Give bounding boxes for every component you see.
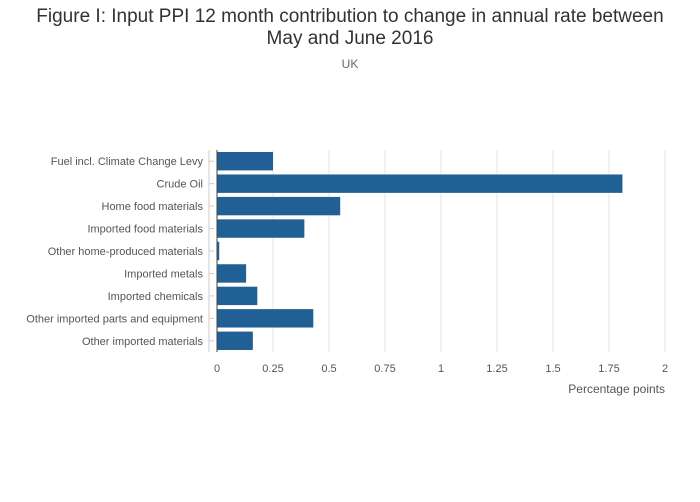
x-tick-label: 1: [438, 363, 444, 375]
x-tick-label: 0.5: [321, 363, 336, 375]
chart-title: Figure I: Input PPI 12 month contributio…: [0, 6, 700, 50]
x-tick-label: 1.75: [598, 363, 619, 375]
bars: [217, 152, 623, 350]
bar[interactable]: [217, 241, 220, 261]
category-label: Other imported materials: [82, 336, 204, 348]
category-label: Home food materials: [102, 201, 204, 213]
x-axis-title: Percentage points: [568, 382, 665, 396]
category-label: Other home-produced materials: [48, 246, 204, 258]
chart-title-line-2: May and June 2016: [266, 28, 434, 49]
category-label: Imported food materials: [87, 224, 203, 236]
category-label: Imported chemicals: [108, 291, 204, 303]
x-tick-label: 0: [214, 363, 220, 375]
x-tick-label: 1.5: [545, 363, 560, 375]
x-tick-label: 1.25: [486, 363, 507, 375]
bar[interactable]: [217, 331, 253, 350]
labels: 0 0.25 0.5 0.75 1 1.25 1.5 1.75 2 Fuel incl. Clim…: [26, 156, 668, 396]
x-tick-label: 0.25: [262, 363, 283, 375]
bar[interactable]: [217, 286, 258, 306]
x-tick-label: 2: [662, 363, 668, 375]
chart-subtitle: UK: [341, 57, 359, 71]
axes: [208, 150, 218, 352]
category-label: Fuel incl. Climate Change Levy: [51, 156, 204, 168]
bar[interactable]: [217, 264, 247, 283]
bar[interactable]: [217, 152, 273, 171]
x-tick-label: 0.75: [374, 363, 395, 375]
bar[interactable]: [217, 174, 623, 193]
chart-title-line-1: Figure I: Input PPI 12 month contributio…: [36, 6, 664, 27]
category-label: Other imported parts and equipment: [26, 313, 203, 325]
bar[interactable]: [217, 219, 305, 238]
bar[interactable]: [217, 196, 341, 216]
bar[interactable]: [217, 309, 314, 328]
category-label: Imported metals: [124, 268, 203, 280]
category-label: Crude Oil: [157, 179, 203, 191]
